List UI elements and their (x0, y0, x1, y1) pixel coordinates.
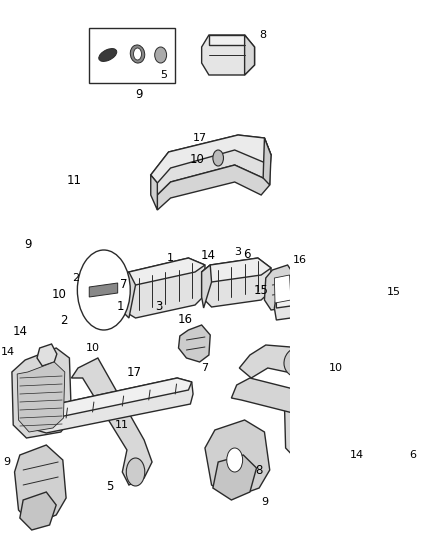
Polygon shape (14, 445, 66, 525)
Polygon shape (37, 344, 57, 366)
Text: 2: 2 (72, 273, 80, 283)
Text: 14: 14 (201, 249, 216, 262)
Polygon shape (244, 35, 254, 75)
Text: 10: 10 (52, 288, 67, 301)
Polygon shape (119, 272, 135, 318)
Text: 9: 9 (261, 497, 268, 507)
Text: 10: 10 (85, 343, 99, 353)
Polygon shape (17, 362, 65, 432)
Text: 11: 11 (115, 420, 129, 430)
Text: 17: 17 (126, 366, 141, 378)
Polygon shape (12, 348, 71, 438)
Polygon shape (151, 135, 271, 183)
Text: 5: 5 (106, 480, 114, 492)
Text: 9: 9 (25, 238, 32, 251)
Text: 16: 16 (178, 313, 193, 326)
Text: 9: 9 (135, 88, 143, 101)
Text: 2: 2 (60, 314, 68, 327)
Polygon shape (263, 138, 271, 185)
Polygon shape (201, 258, 271, 307)
Polygon shape (36, 378, 193, 433)
Text: 14: 14 (350, 450, 364, 460)
Text: 7: 7 (201, 363, 208, 373)
Polygon shape (157, 165, 270, 210)
Bar (89, 28, 175, 83)
Text: 14: 14 (1, 347, 15, 357)
Text: 3: 3 (234, 247, 241, 257)
Polygon shape (274, 285, 385, 320)
Circle shape (293, 354, 304, 370)
Circle shape (213, 150, 223, 166)
Text: 11: 11 (66, 174, 81, 187)
Polygon shape (205, 420, 270, 498)
Text: 1: 1 (117, 300, 124, 313)
Polygon shape (151, 135, 271, 195)
Text: 16: 16 (293, 255, 307, 265)
Text: 15: 15 (386, 287, 400, 297)
Polygon shape (231, 378, 325, 420)
Text: 10: 10 (329, 363, 343, 373)
Polygon shape (71, 358, 152, 485)
Ellipse shape (130, 45, 145, 63)
Polygon shape (265, 265, 294, 310)
Polygon shape (362, 382, 396, 410)
Text: 14: 14 (12, 325, 27, 338)
Circle shape (227, 448, 243, 472)
Circle shape (308, 408, 327, 436)
Ellipse shape (155, 47, 166, 63)
Text: 8: 8 (260, 30, 267, 40)
Text: 7: 7 (120, 278, 127, 290)
Polygon shape (209, 35, 244, 45)
Polygon shape (274, 275, 291, 303)
Circle shape (299, 394, 336, 450)
Polygon shape (201, 35, 254, 75)
Polygon shape (284, 380, 352, 462)
Polygon shape (201, 265, 212, 308)
Circle shape (78, 250, 130, 330)
Circle shape (134, 48, 141, 60)
Text: 6: 6 (410, 450, 417, 460)
Circle shape (126, 458, 145, 486)
Text: 6: 6 (243, 248, 251, 261)
Text: 8: 8 (255, 464, 263, 477)
Polygon shape (276, 285, 383, 308)
Polygon shape (239, 345, 332, 388)
Polygon shape (119, 258, 205, 285)
Ellipse shape (284, 347, 314, 377)
Polygon shape (89, 283, 118, 297)
Polygon shape (179, 325, 210, 362)
Polygon shape (213, 455, 257, 500)
Ellipse shape (99, 49, 117, 61)
Text: 10: 10 (190, 154, 205, 166)
Polygon shape (151, 175, 157, 210)
Polygon shape (340, 388, 406, 468)
Text: 3: 3 (155, 300, 162, 313)
Polygon shape (201, 258, 271, 282)
Polygon shape (20, 492, 56, 530)
Text: 17: 17 (193, 133, 207, 143)
Text: 1: 1 (167, 253, 174, 263)
Polygon shape (119, 258, 205, 318)
Text: 9: 9 (3, 457, 10, 467)
Polygon shape (36, 378, 192, 420)
Text: 15: 15 (253, 284, 268, 297)
Text: 5: 5 (160, 70, 167, 80)
